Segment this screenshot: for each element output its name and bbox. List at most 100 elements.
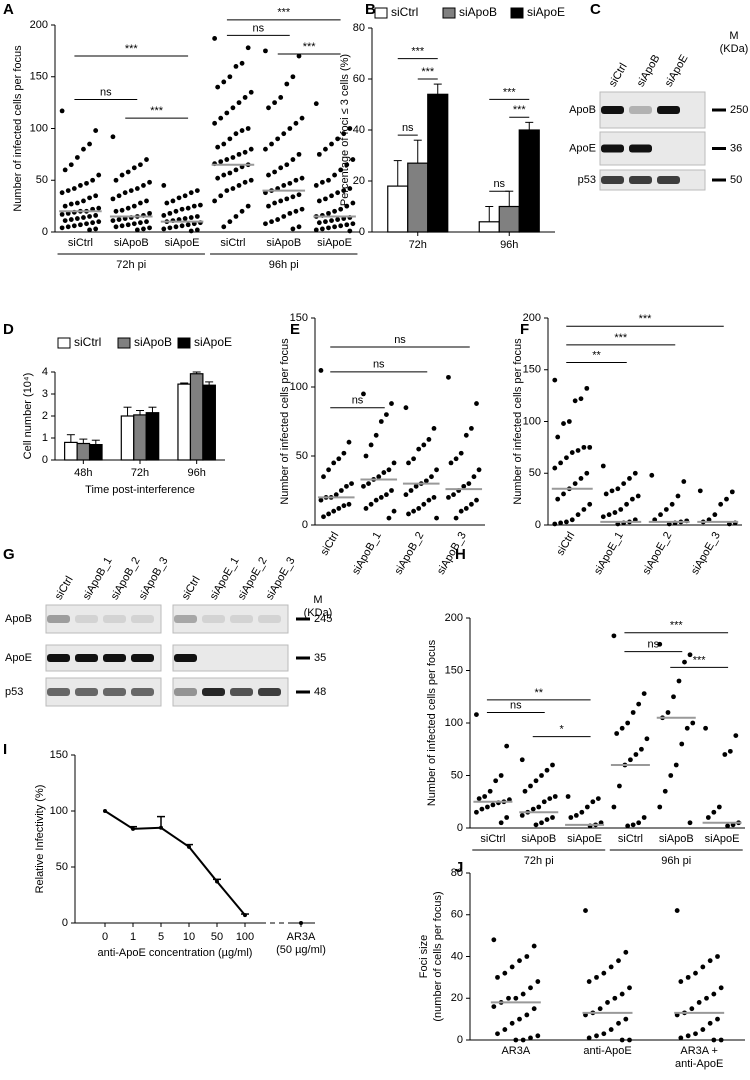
data-dot [594,1033,599,1039]
data-dot [463,432,469,438]
data-dot [81,146,86,152]
data-dot [332,224,337,230]
blot-box [599,169,706,191]
data-dot [579,809,585,815]
bar [407,162,429,233]
significance-label: *** [639,313,653,325]
data-dot [332,172,337,178]
significance-label: *** [303,41,317,53]
y-tick-label: 1 [42,432,48,444]
data-dot [147,179,152,185]
data-dot [704,995,709,1001]
data-dot [122,190,128,196]
bar [177,383,192,461]
marker-label: 35 [314,652,326,664]
data-dot [212,120,218,126]
lane-label: siCtrl [607,61,630,89]
data-dot [248,89,254,95]
data-dot [233,131,239,137]
data-dot [194,214,200,219]
data-dot [524,1012,530,1018]
y-tick-label: 100 [30,122,48,134]
data-dot [451,492,456,498]
data-dot [389,401,394,406]
marker-tick [296,690,310,694]
data-dot [498,773,504,778]
y-tick-label: 100 [445,717,463,729]
data-dot [403,405,409,411]
y-tick-label: 60 [353,73,365,85]
data-dot [572,481,578,486]
data-dot [341,188,347,194]
data-dot [332,208,337,214]
data-dot [68,201,74,207]
data-dot [606,512,612,518]
x-tick-label: 100 [236,931,254,943]
legend-swatch [374,7,388,19]
data-dot [138,200,143,206]
data-dot [188,228,194,234]
data-dot [191,203,197,209]
marker-tick [296,656,310,660]
blot-box [45,604,162,634]
data-dot [687,820,693,826]
data-dot [161,226,167,232]
data-dot [657,804,663,810]
data-dot [131,203,137,209]
x-tick-label: siCtrl [220,237,245,249]
data-dot [138,220,143,226]
data-dot [413,483,419,489]
data-dot [313,183,319,188]
data-dot [182,193,188,199]
data-dot [621,481,627,486]
data-dot [71,223,77,229]
y-tick-label: 40 [353,124,365,136]
data-dot [319,179,325,185]
data-dot [524,954,530,959]
data-dot [59,190,65,196]
data-dot [239,60,245,66]
data-dot [134,227,140,233]
blot-band [202,688,225,696]
bar [64,441,78,461]
data-dot [293,208,299,214]
significance-label: *** [513,104,527,116]
data-dot [544,767,550,773]
blot-band [103,688,126,696]
y-tick-label: 0 [62,917,68,929]
data-dot [608,1027,614,1032]
data-dot [555,496,561,502]
x-tick-label: siApoE [705,833,740,845]
data-dot [90,220,96,226]
data-dot [347,228,353,234]
y-axis-label: Number of infected cells per focus [512,338,524,505]
data-dot [326,511,331,517]
data-dot [68,162,74,168]
marker-unit: M [729,30,738,42]
data-dot [448,460,454,466]
data-dot [221,79,227,85]
data-dot [564,519,569,525]
y-tick-label: 50 [36,174,48,186]
row-label: ApoE [5,652,32,664]
data-dot [87,227,92,233]
data-dot [319,226,325,232]
data-dot [669,501,675,507]
data-dot [318,497,324,503]
panel-label: I [3,741,7,758]
data-dot [391,460,397,466]
significance-label: *** [614,332,628,344]
data-dot [487,788,493,794]
data-dot [316,198,322,204]
data-dot [373,497,379,503]
data-dot [629,496,635,502]
data-dot [266,203,271,209]
data-dot [587,501,593,507]
data-dot [611,633,617,639]
legend-label: siApoB [134,335,172,349]
data-dot [682,659,687,665]
data-dot [344,162,350,168]
data-dot [663,507,669,512]
data-dot [344,222,350,228]
